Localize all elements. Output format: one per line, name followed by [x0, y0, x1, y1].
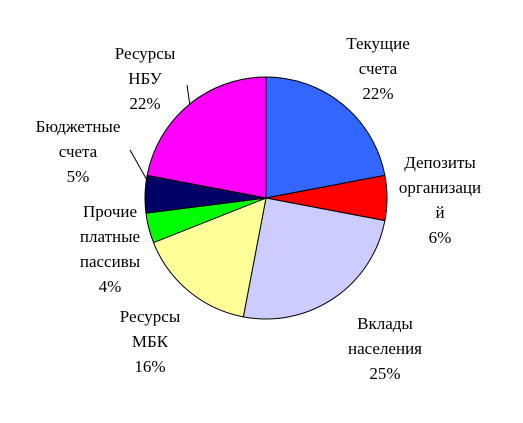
slice-label: Бюджетные счета	[36, 117, 121, 161]
value-label: 6%	[429, 228, 452, 247]
pie-slice	[146, 76, 267, 199]
leader-line	[129, 149, 148, 181]
value-label: 16%	[134, 357, 165, 376]
leader-line	[186, 84, 191, 107]
value-label: 25%	[369, 364, 400, 383]
value-label: 5%	[67, 167, 90, 186]
value-label: 4%	[99, 277, 122, 296]
slice-label: Ресурсы МБК	[120, 307, 181, 351]
value-label: 22%	[129, 94, 160, 113]
pie-slice	[242, 197, 386, 320]
value-label: 22%	[362, 84, 393, 103]
pie-slice	[152, 197, 267, 318]
slice-label: Вклады населения	[348, 314, 422, 358]
pie-slice	[265, 76, 386, 199]
slice-label: Депозиты организаци й	[399, 153, 481, 222]
slice-label: Прочие платные пассивы	[80, 202, 141, 271]
slice-label: Ресурсы НБУ	[115, 44, 176, 88]
slice-label: Текущие счета	[346, 34, 410, 78]
